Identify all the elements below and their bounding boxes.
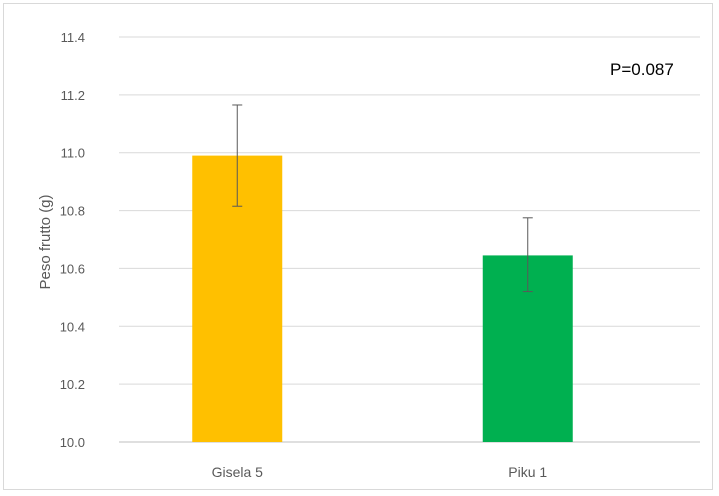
y-tick-label: 10.6 xyxy=(60,261,85,276)
x-tick-label: Gisela 5 xyxy=(212,464,264,480)
y-axis-label: Peso frutto (g) xyxy=(37,194,54,289)
y-tick-label: 10.8 xyxy=(60,204,85,219)
x-tick-label: Piku 1 xyxy=(508,464,547,480)
chart-frame xyxy=(3,3,713,490)
y-tick-label: 10.4 xyxy=(60,319,85,334)
y-tick-labels: 10.0 10.2 10.4 10.6 10.8 11.0 11.2 11.4 xyxy=(60,30,85,450)
bars xyxy=(192,155,573,442)
y-tick-label: 11.0 xyxy=(61,146,85,161)
y-tick-label: 11.4 xyxy=(61,30,85,45)
x-tick-labels: Gisela 5 Piku 1 xyxy=(212,464,548,480)
y-tick-label: 10.2 xyxy=(60,377,85,392)
p-value-annotation: P=0.087 xyxy=(610,60,674,79)
y-tick-label: 10.0 xyxy=(60,435,85,450)
y-tick-label: 11.2 xyxy=(61,88,85,103)
error-bar xyxy=(522,217,533,293)
error-bar xyxy=(232,104,243,207)
error-bars xyxy=(232,104,533,293)
